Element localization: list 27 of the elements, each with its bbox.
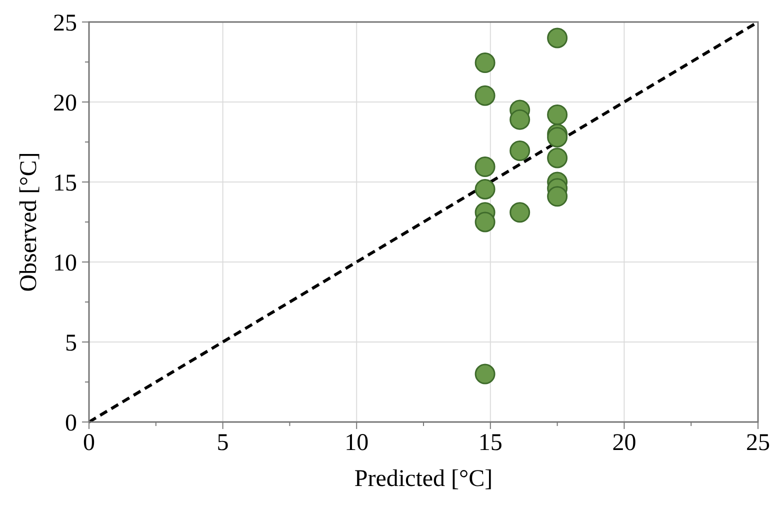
point xyxy=(474,85,496,106)
point xyxy=(474,178,496,200)
point xyxy=(474,156,496,178)
y-tick-label: 5 xyxy=(65,330,77,356)
point xyxy=(547,186,568,207)
y-tick-label: 15 xyxy=(53,170,77,196)
point xyxy=(510,140,530,162)
x-tick-label: 25 xyxy=(746,430,770,456)
point xyxy=(547,148,568,168)
x-tick-label: 10 xyxy=(344,430,369,456)
y-tick-label: 25 xyxy=(53,10,77,36)
x-tick-label: 20 xyxy=(612,430,636,456)
point xyxy=(510,202,530,223)
y-axis-title: Observed [°C] xyxy=(16,152,42,292)
point xyxy=(547,28,568,48)
x-tick-label: 5 xyxy=(216,430,229,456)
y-tick-label: 10 xyxy=(53,250,77,276)
point xyxy=(474,52,496,74)
point xyxy=(547,104,568,126)
y-tick-label: 0 xyxy=(65,410,77,436)
x-tick-label: 0 xyxy=(83,430,95,456)
point xyxy=(510,109,530,130)
y-tick-label: 20 xyxy=(53,90,77,116)
x-axis-title: Predicted [°C] xyxy=(354,466,493,492)
point xyxy=(474,364,496,384)
x-tick-label: 15 xyxy=(478,430,502,456)
point xyxy=(474,212,496,232)
